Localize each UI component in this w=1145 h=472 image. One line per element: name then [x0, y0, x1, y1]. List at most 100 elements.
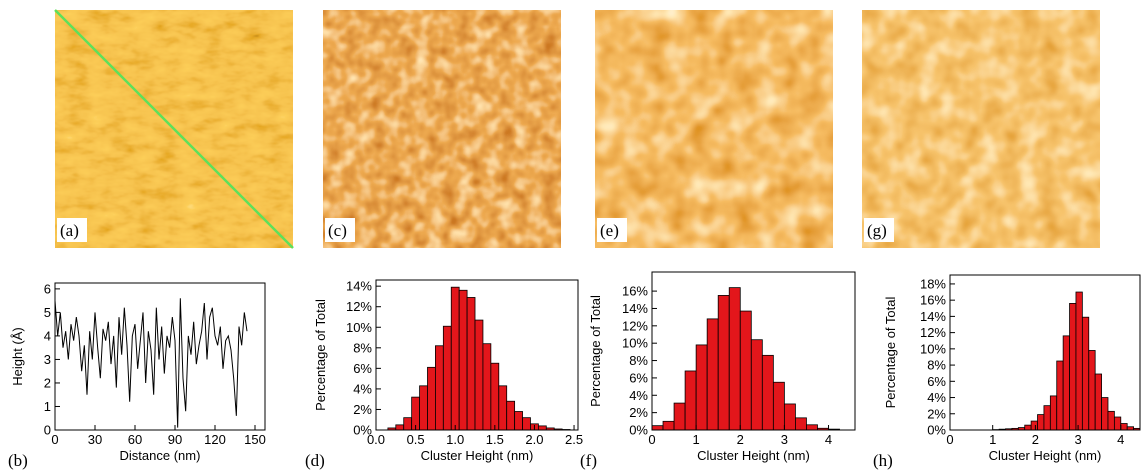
plot-frame — [651, 271, 856, 431]
x-axis-label: Cluster Height (nm) — [421, 448, 534, 463]
x-tick-label: 3 — [781, 432, 788, 447]
y-tick-label: 1 — [44, 399, 51, 414]
panel-label: (a) — [60, 221, 79, 240]
plot-frame — [375, 279, 579, 431]
y-tick-label: 2% — [629, 405, 648, 420]
bar — [474, 319, 484, 431]
bar — [1043, 405, 1051, 431]
y-tick-label: 6% — [353, 361, 372, 376]
bar — [450, 286, 460, 431]
bar — [458, 289, 468, 431]
y-tick-label: 10% — [920, 341, 946, 356]
panel-label: (b) — [8, 451, 28, 470]
bar — [1107, 410, 1115, 431]
stm-texture — [595, 10, 833, 248]
bar — [1056, 360, 1064, 431]
x-tick-label: 1.5 — [486, 432, 504, 447]
bar — [427, 366, 436, 431]
x-tick-label: 0 — [51, 432, 58, 447]
bar — [684, 370, 697, 431]
bar — [1120, 423, 1128, 431]
label-box — [325, 218, 355, 242]
bar — [1049, 395, 1058, 431]
bar — [695, 344, 708, 431]
bar — [1069, 303, 1077, 431]
x-tick-label: 2.5 — [565, 432, 583, 447]
bar — [806, 424, 818, 431]
bar — [1113, 416, 1122, 431]
panel-label: (d) — [305, 451, 325, 470]
y-tick-label: 12% — [346, 299, 372, 314]
y-tick-label: 2 — [44, 375, 51, 390]
x-tick-label: 30 — [88, 432, 102, 447]
bar — [498, 385, 508, 431]
y-tick-label: 8% — [353, 340, 372, 355]
plot-frame — [949, 274, 1141, 431]
bar — [772, 381, 785, 431]
y-tick-label: 16% — [622, 284, 648, 299]
stm-image: (a) — [54, 9, 294, 249]
bar — [435, 345, 444, 431]
y-tick-label: 8% — [927, 358, 946, 373]
bar — [514, 411, 523, 431]
y-tick-label: 0% — [927, 423, 946, 438]
y-tick-label: 10% — [622, 336, 648, 351]
x-tick-label: 0 — [648, 432, 655, 447]
bar — [482, 343, 492, 431]
y-tick-label: 5 — [44, 305, 51, 320]
y-axis-label: Percentage of Total — [313, 299, 328, 411]
stm-image: (g) — [862, 10, 1100, 248]
stm-image: (c) — [323, 10, 561, 248]
x-axis-label: Cluster Height (nm) — [989, 448, 1102, 463]
x-axis-label: Distance (nm) — [120, 448, 201, 463]
panel-label: (h) — [873, 451, 893, 470]
y-tick-label: 18% — [920, 276, 946, 291]
profile-line — [54, 298, 248, 428]
y-tick-label: 16% — [920, 293, 946, 308]
y-tick-label: 14% — [920, 309, 946, 324]
bar — [1030, 420, 1038, 431]
x-tick-label: 120 — [204, 432, 226, 447]
bar — [506, 400, 516, 431]
x-tick-label: 1 — [989, 432, 996, 447]
label-box — [864, 218, 894, 242]
y-tick-label: 6 — [44, 281, 51, 296]
x-tick-label: 150 — [244, 432, 266, 447]
bar — [395, 424, 405, 431]
stm-texture — [862, 10, 1100, 248]
y-tick-label: 14% — [346, 279, 372, 294]
y-tick-label: 4% — [927, 390, 946, 405]
bar — [1088, 350, 1096, 431]
y-axis-label: Percentage of Total — [588, 295, 603, 407]
stm-texture — [323, 10, 561, 248]
bar — [795, 417, 807, 431]
bar — [466, 297, 476, 431]
bar — [728, 287, 741, 431]
y-tick-label: 8% — [629, 353, 648, 368]
bar — [717, 295, 730, 431]
x-tick-label: 2 — [1032, 432, 1039, 447]
bar — [1094, 373, 1102, 431]
bar — [783, 403, 796, 431]
bar — [662, 420, 675, 431]
bar — [1075, 291, 1083, 431]
bar — [739, 310, 752, 431]
label-box — [57, 218, 87, 242]
bar — [673, 402, 686, 431]
bar — [651, 425, 664, 431]
x-tick-label: 3 — [1074, 432, 1081, 447]
bar — [1024, 424, 1032, 431]
bar — [537, 425, 547, 431]
bar — [403, 417, 413, 431]
bar — [1062, 335, 1070, 431]
y-tick-label: 4 — [44, 328, 51, 343]
y-tick-label: 10% — [346, 320, 372, 335]
bar — [761, 354, 774, 431]
bar — [1081, 316, 1090, 431]
x-tick-label: 1 — [693, 432, 700, 447]
x-tick-label: 0.0 — [367, 432, 385, 447]
y-tick-label: 12% — [622, 318, 648, 333]
x-tick-label: 2.0 — [525, 432, 543, 447]
